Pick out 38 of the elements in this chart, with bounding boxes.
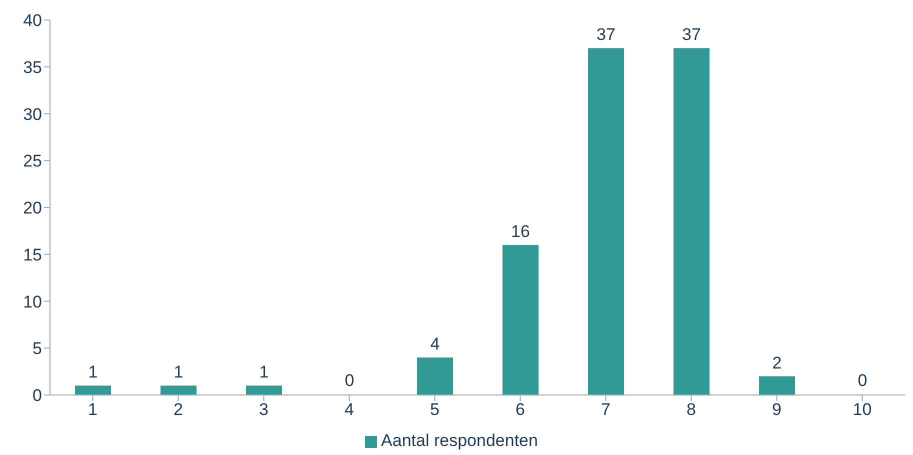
data-label: 2 xyxy=(772,353,782,372)
data-label: 1 xyxy=(259,362,269,382)
data-label: 0 xyxy=(858,371,868,390)
bar xyxy=(246,386,282,395)
data-label: 1 xyxy=(88,362,98,382)
bar xyxy=(502,245,538,395)
data-label: 0 xyxy=(344,371,354,390)
x-tick-label: 4 xyxy=(344,400,354,420)
x-tick-label: 7 xyxy=(601,400,610,420)
x-tick-label: 8 xyxy=(686,400,696,420)
y-tick-label: 40 xyxy=(23,11,42,30)
bar xyxy=(674,48,710,395)
y-tick-label: 10 xyxy=(23,292,42,312)
data-label: 1 xyxy=(174,362,184,382)
data-label: 4 xyxy=(430,334,440,354)
x-tick-label: 1 xyxy=(88,400,98,420)
x-tick-label: 5 xyxy=(430,400,440,420)
data-label: 37 xyxy=(596,25,616,44)
legend-label: Aantal respondenten xyxy=(381,431,538,450)
data-label: 37 xyxy=(682,25,701,44)
x-tick-label: 2 xyxy=(174,400,183,420)
y-tick-label: 15 xyxy=(23,245,42,264)
bar xyxy=(417,358,453,395)
y-tick-label: 25 xyxy=(23,152,42,171)
bar xyxy=(75,386,111,395)
bar xyxy=(588,48,624,395)
x-tick-label: 10 xyxy=(852,400,872,420)
y-tick-label: 0 xyxy=(32,386,42,406)
bar xyxy=(759,376,795,395)
y-tick-label: 30 xyxy=(23,104,42,124)
x-tick-label: 9 xyxy=(772,400,782,420)
x-tick-label: 3 xyxy=(259,400,268,420)
y-tick-label: 35 xyxy=(23,58,42,77)
bar xyxy=(160,386,196,395)
y-tick-label: 5 xyxy=(32,339,42,358)
y-tick-label: 20 xyxy=(23,198,42,218)
data-label: 16 xyxy=(511,222,530,241)
x-tick-label: 6 xyxy=(516,400,525,420)
